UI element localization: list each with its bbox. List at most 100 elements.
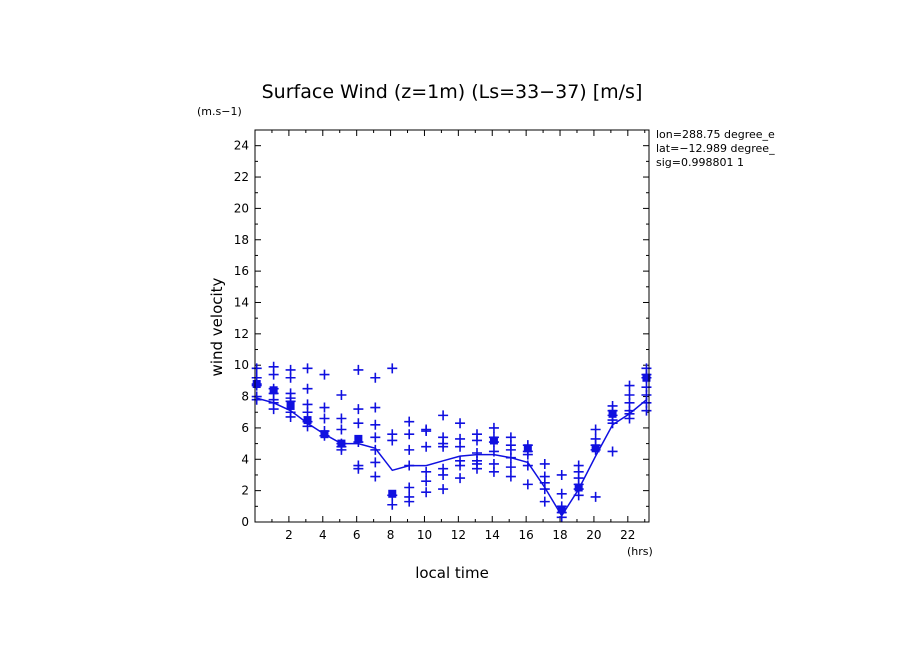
data-point — [404, 482, 415, 493]
data-point — [438, 484, 449, 495]
data-point — [455, 473, 466, 484]
data-point — [319, 369, 330, 380]
data-point — [370, 457, 381, 468]
data-point — [404, 444, 415, 455]
mean-marker — [591, 444, 600, 453]
mean-marker — [269, 386, 278, 395]
data-point — [353, 418, 364, 429]
data-point — [539, 458, 550, 469]
data-point — [455, 418, 466, 429]
x-tick-label: 6 — [353, 528, 361, 542]
y-tick-label: 4 — [241, 452, 249, 466]
data-point — [353, 364, 364, 375]
mean-line — [256, 397, 647, 518]
data-point — [438, 441, 449, 452]
mean-marker — [574, 483, 583, 492]
x-tick-label: 12 — [451, 528, 466, 542]
data-point — [421, 476, 432, 487]
x-tick-label: 16 — [518, 528, 533, 542]
data-point — [641, 405, 652, 416]
data-point — [471, 435, 482, 446]
data-point — [404, 429, 415, 440]
y-tick-label: 2 — [241, 484, 249, 498]
data-point — [302, 383, 313, 394]
data-point — [421, 466, 432, 477]
data-point — [556, 488, 567, 499]
data-point — [421, 441, 432, 452]
y-tick-label: 22 — [234, 170, 249, 184]
data-point — [590, 424, 601, 435]
data-point — [370, 372, 381, 383]
data-point — [268, 404, 279, 415]
data-point — [353, 463, 364, 474]
x-tick-label: 22 — [620, 528, 635, 542]
data-point — [421, 487, 432, 498]
data-point — [353, 404, 364, 415]
data-point — [624, 413, 635, 424]
y-tick-label: 20 — [234, 201, 249, 215]
info-lat: lat=−12.989 degree_ — [656, 142, 775, 155]
y-tick-label: 16 — [234, 264, 249, 278]
data-point — [421, 426, 432, 437]
data-point — [624, 380, 635, 391]
data-point — [370, 471, 381, 482]
mean-marker — [557, 505, 566, 514]
data-point — [539, 484, 550, 495]
data-point — [251, 363, 262, 374]
data-point — [336, 389, 347, 400]
mean-marker — [523, 444, 532, 453]
data-point — [404, 496, 415, 507]
data-point — [438, 410, 449, 421]
y-tick-label: 18 — [234, 233, 249, 247]
y-tick-label: 6 — [241, 421, 249, 435]
y-tick-label: 10 — [234, 358, 249, 372]
data-point — [438, 469, 449, 480]
data-point — [488, 466, 499, 477]
data-point — [539, 496, 550, 507]
data-point — [370, 402, 381, 413]
data-point — [387, 499, 398, 510]
x-tick-label: 18 — [552, 528, 567, 542]
info-lon: lon=288.75 degree_e — [656, 128, 775, 141]
mean-marker — [608, 409, 617, 418]
data-point — [336, 424, 347, 435]
data-point — [607, 446, 618, 457]
y-tick-label: 8 — [241, 390, 249, 404]
mean-marker — [489, 436, 498, 445]
data-point — [387, 435, 398, 446]
data-point — [370, 419, 381, 430]
mean-marker — [286, 401, 295, 410]
x-tick-label: 8 — [387, 528, 395, 542]
data-point — [522, 479, 533, 490]
x-tick-label: 2 — [285, 528, 293, 542]
chart-title: Surface Wind (z=1m) (Ls=33−37) [m/s] — [262, 81, 643, 103]
y-axis-label: wind velocity — [208, 277, 226, 376]
data-point — [488, 422, 499, 433]
info-clip — [780, 124, 904, 174]
mean-marker — [388, 489, 397, 498]
x-unit-label: (hrs) — [627, 545, 653, 558]
data-point — [285, 372, 296, 383]
data-point — [370, 444, 381, 455]
data-point — [370, 432, 381, 443]
data-point — [319, 402, 330, 413]
data-point — [556, 512, 567, 523]
data-point — [556, 469, 567, 480]
data-point — [302, 407, 313, 418]
y-tick-label: 24 — [234, 139, 249, 153]
data-point — [455, 460, 466, 471]
y-tick-label: 14 — [234, 295, 249, 309]
plot-frame — [254, 129, 650, 523]
data-point — [455, 441, 466, 452]
data-point — [268, 369, 279, 380]
x-axis-label: local time — [415, 564, 489, 582]
x-tick-label: 14 — [485, 528, 500, 542]
data-point — [505, 462, 516, 473]
y-tick-label: 12 — [234, 327, 249, 341]
mean-marker — [354, 434, 363, 443]
x-tick-label: 4 — [319, 528, 327, 542]
data-point — [387, 363, 398, 374]
data-point — [285, 411, 296, 422]
